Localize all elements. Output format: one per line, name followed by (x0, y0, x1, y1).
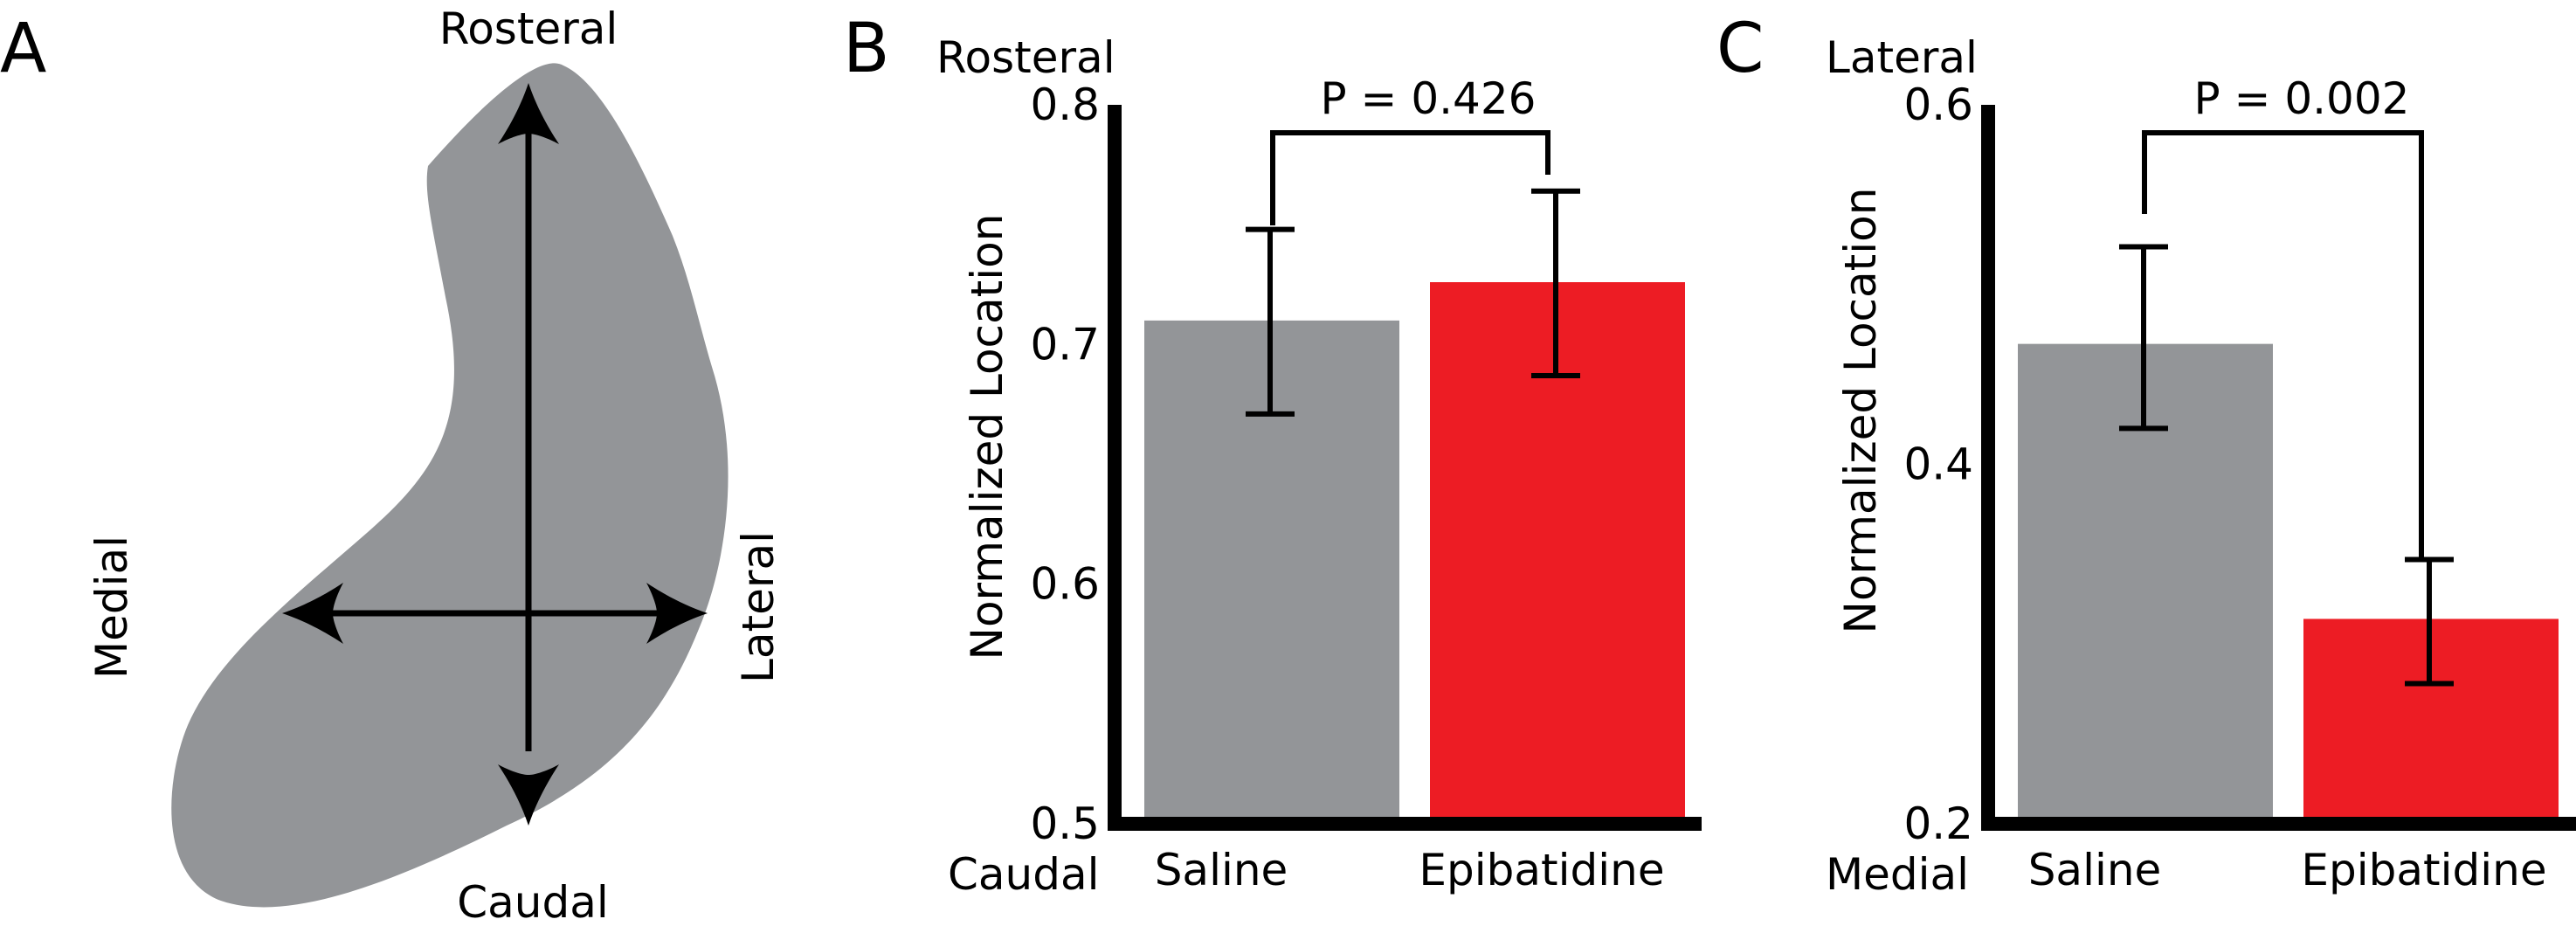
panel-c-x-tick-label-saline: Saline (2028, 845, 2162, 895)
label-lateral: Lateral (733, 531, 784, 683)
panel-c-significance-bracket (2142, 130, 2424, 559)
panel-b-p-value: P = 0.426 (1321, 73, 1537, 124)
panel-c-letter: C (1716, 10, 1764, 88)
panel-c-p-value: P = 0.002 (2194, 73, 2410, 124)
arrow-right-icon (646, 583, 708, 644)
panel-b-y-tick-label: 0.5 (1030, 798, 1100, 849)
panel-b-x-tick-label-epibatidine: Epibatidine (1419, 845, 1664, 895)
arrow-heads (282, 83, 708, 826)
panel-c-chart: C Lateral Medial Normalized Location P =… (1716, 10, 2576, 900)
panel-b-significance-bracket (1270, 130, 1550, 225)
brain-region-shape (171, 63, 729, 908)
panel-a-letter: A (0, 10, 46, 88)
arrow-up-icon (498, 83, 559, 144)
arrow-left-icon (282, 583, 343, 644)
axis-arrows (323, 118, 660, 751)
arrow-down-icon (498, 764, 559, 826)
panel-b-y-tick-label: 0.7 (1030, 319, 1100, 370)
panel-c-error-bar-epibatidine (2405, 556, 2454, 687)
panel-c-y-axis-title: Normalized Location (1835, 188, 1886, 634)
panel-b-error-bar-saline (1246, 226, 1295, 417)
panel-c-direction-top: Lateral (1826, 32, 1978, 83)
panel-b-y-tick-label: 0.8 (1030, 79, 1100, 130)
panel-b-error-bar-epibatidine (1531, 188, 1580, 378)
panel-b-direction-bottom: Caudal (948, 849, 1100, 900)
panel-b-direction-top: Rosteral (936, 32, 1115, 83)
panel-b-x-tick-label-saline: Saline (1155, 845, 1288, 895)
panel-c-y-tick-label: 0.2 (1903, 798, 1973, 849)
panel-c-direction-bottom: Medial (1826, 849, 1969, 900)
panel-c-error-bar-saline (2119, 244, 2168, 432)
label-caudal: Caudal (457, 877, 609, 928)
panel-a: A Rosteral Caudal Medial Lateral (0, 3, 784, 928)
label-rosteral: Rosteral (439, 3, 618, 54)
panel-b-y-axis-title: Normalized Location (962, 214, 1012, 660)
panel-c-x-tick-label-epibatidine: Epibatidine (2301, 845, 2546, 895)
panel-b-y-tick-label: 0.6 (1030, 559, 1100, 610)
panel-c-y-tick-label: 0.4 (1903, 439, 1973, 490)
label-medial: Medial (86, 536, 137, 679)
panel-b-letter: B (843, 10, 890, 88)
panel-c-y-tick-label: 0.6 (1903, 79, 1973, 130)
panel-b-chart: B Rosteral Caudal Normalized Location P … (843, 10, 1702, 900)
